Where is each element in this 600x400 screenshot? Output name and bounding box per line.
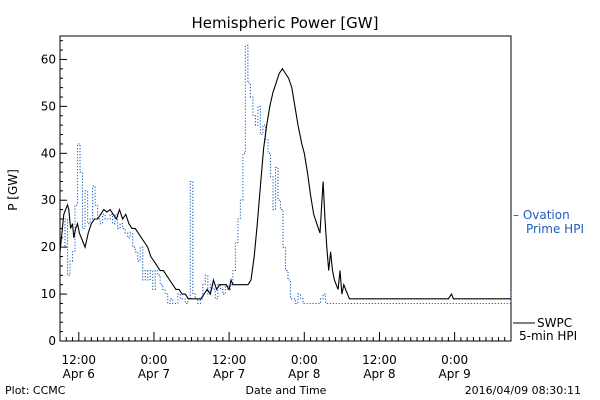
y-tick-label: 40 [41,146,56,160]
x-axis-label: Date and Time [246,384,327,397]
legend-ovation-prime: – Ovation Prime HPI [513,208,584,236]
legend-swpc-line2: 5-min HPI [519,329,577,343]
x-tick-date-label: Apr 8 [288,367,320,381]
x-tick-date-label: Apr 6 [63,367,95,381]
y-axis-label: P [GW] [6,169,20,211]
legend-ovation-line2: Prime HPI [526,222,584,236]
plot-frame [59,35,512,342]
y-tick-label: 60 [41,52,56,66]
series-swpc-line [59,67,511,300]
y-tick-label: 50 [41,99,56,113]
footer-timestamp: 2016/04/09 08:30:11 [465,384,581,397]
series-layer [59,44,512,305]
x-tick-time-label: 0:00 [140,353,167,367]
y-tick-label: 30 [41,193,56,207]
x-tick-date-label: Apr 9 [439,367,471,381]
y-axis: 0 10 20 30 40 50 60 [41,40,67,348]
y-tick-label: 20 [41,240,56,254]
x-tick-time-label: 0:00 [441,353,468,367]
legend-swpc-line1: SWPC [537,316,572,330]
series-ovation-prime-line [60,44,512,305]
x-tick-time-label: 0:00 [291,353,318,367]
y-tick-label: 10 [41,287,56,301]
x-tick-time-label: 12:00 [212,353,247,367]
legend-ovation-line1: – Ovation [513,208,570,222]
footer-plot-credit: Plot: CCMC [5,384,66,397]
legend-swpc: SWPC 5-min HPI [513,316,577,343]
y-tick-label: 0 [48,334,56,348]
x-tick-time-label: 12:00 [61,353,96,367]
x-tick-date-label: Apr 8 [363,367,395,381]
chart-title: Hemispheric Power [GW] [192,14,379,32]
x-tick-date-label: Apr 7 [138,367,170,381]
x-tick-time-label: 12:00 [362,353,397,367]
x-tick-date-label: Apr 7 [213,367,245,381]
